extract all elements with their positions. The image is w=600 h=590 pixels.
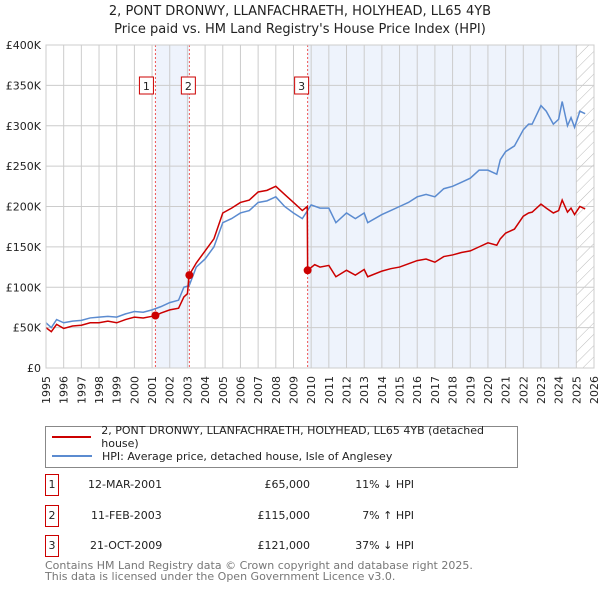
x-tick-label: 2001: [146, 376, 159, 404]
x-tick-label: 1998: [93, 376, 106, 404]
legend-item-hpi: HPI: Average price, detached house, Isle…: [52, 447, 392, 465]
x-tick-label: 2024: [553, 376, 566, 404]
x-tick-label: 2013: [358, 376, 371, 404]
x-tick-label: 2003: [181, 376, 194, 404]
x-tick-label: 2004: [199, 376, 212, 404]
y-tick-label: £150K: [6, 241, 42, 254]
x-tick-label: 2002: [164, 376, 177, 404]
sale-marker-label: 2: [185, 80, 192, 93]
footer: Contains HM Land Registry data © Crown c…: [45, 560, 473, 582]
sale-marker-box: [294, 76, 310, 95]
sale-marker-label: 3: [45, 535, 59, 557]
x-tick-label: 2015: [394, 376, 407, 404]
sale-date: 11-FEB-2003: [91, 509, 162, 522]
sale-marker-box: [138, 76, 154, 95]
legend-label: 2, PONT DRONWY, LLANFACHRAETH, HOLYHEAD,…: [101, 424, 484, 450]
legend-label: HPI: Average price, detached house, Isle…: [102, 449, 393, 463]
sale-hpi-diff: 37% ↓ HPI: [355, 539, 414, 552]
x-tick-label: 2026: [588, 376, 600, 404]
sale-marker-label: 3: [298, 80, 305, 93]
price-chart: 1995 1996 1997 1998 1999 2000 2001 2002 2003 2004…: [6, 39, 600, 404]
sale-marker-label: 2: [45, 505, 59, 527]
sale-price: £115,000: [257, 509, 311, 522]
sale-row: 1 12-MAR-2001 £65,000 11% ↓ HPI: [45, 474, 545, 496]
property-price-line: [45, 185, 586, 333]
sale-price: £65,000: [264, 478, 311, 491]
sale-marker-label: 1: [45, 474, 59, 496]
x-tick-label: 1997: [75, 376, 88, 404]
sale-hpi-diff: 11% ↓ HPI: [355, 478, 414, 491]
x-tick-label: 2021: [500, 376, 513, 404]
footer-line: Contains HM Land Registry data © Crown c…: [45, 559, 473, 572]
x-tick-label: 2000: [128, 376, 141, 404]
x-tick-label: 2006: [234, 376, 247, 404]
sale-row: 2 11-FEB-2003 £115,000 7% ↑ HPI: [45, 505, 545, 527]
sale-marker-label: 1: [143, 80, 150, 93]
x-tick-label: 2018: [447, 376, 460, 404]
plot-frame: [45, 44, 595, 369]
x-tick-label: 2022: [517, 376, 530, 404]
footer-line: This data is licensed under the Open Gov…: [45, 570, 396, 583]
x-tick-label: 2019: [464, 376, 477, 404]
x-tick-label: 2017: [429, 376, 442, 404]
hpi-line: [45, 101, 586, 329]
sale-point: [303, 266, 312, 275]
legend-swatch: [52, 455, 92, 457]
x-tick-label: 2020: [482, 376, 495, 404]
y-tick-label: £200K: [6, 201, 42, 214]
sale-price: £121,000: [257, 539, 311, 552]
sale-point: [185, 271, 194, 280]
x-tick-label: 2007: [252, 376, 265, 404]
sale-date: 12-MAR-2001: [88, 478, 163, 491]
y-tick-label: £350K: [6, 79, 42, 92]
x-tick-label: 2014: [376, 376, 389, 404]
y-tick-label: £300K: [6, 120, 42, 133]
x-tick-label: 2016: [411, 376, 424, 404]
sale-point: [151, 311, 160, 320]
sale-date: 21-OCT-2009: [90, 539, 163, 552]
x-tick-label: 1996: [58, 376, 71, 404]
legend-swatch: [52, 436, 92, 438]
chart-subtitle: Price paid vs. HM Land Registry's House …: [114, 22, 486, 37]
sale-row: 3 21-OCT-2009 £121,000 37% ↓ HPI: [45, 535, 545, 557]
sale-marker-box: [180, 76, 196, 95]
x-tick-label: 2009: [287, 376, 300, 404]
y-tick-label: £400K: [6, 39, 42, 52]
sale-hpi-diff: 7% ↑ HPI: [362, 509, 414, 522]
x-tick-label: 2005: [217, 376, 230, 404]
x-tick-label: 2011: [323, 376, 336, 404]
chart-title: 2, PONT DRONWY, LLANFACHRAETH, HOLYHEAD,…: [108, 4, 492, 19]
legend: 2, PONT DRONWY, LLANFACHRAETH, HOLYHEAD,…: [45, 424, 518, 468]
x-tick-label: 1995: [40, 376, 53, 404]
y-tick-label: £250K: [6, 160, 42, 173]
x-tick-label: 2012: [341, 376, 354, 404]
x-tick-label: 2008: [270, 376, 283, 404]
y-tick-label: £0: [27, 362, 41, 375]
x-tick-label: 2010: [305, 376, 318, 404]
x-tick-label: 1999: [111, 376, 124, 404]
y-tick-label: £100K: [6, 281, 42, 294]
legend-item-property: 2, PONT DRONWY, LLANFACHRAETH, HOLYHEAD,…: [52, 424, 517, 450]
x-tick-label: 2025: [570, 376, 583, 404]
x-tick-label: 2023: [535, 376, 548, 404]
y-tick-label: £50K: [13, 322, 42, 335]
